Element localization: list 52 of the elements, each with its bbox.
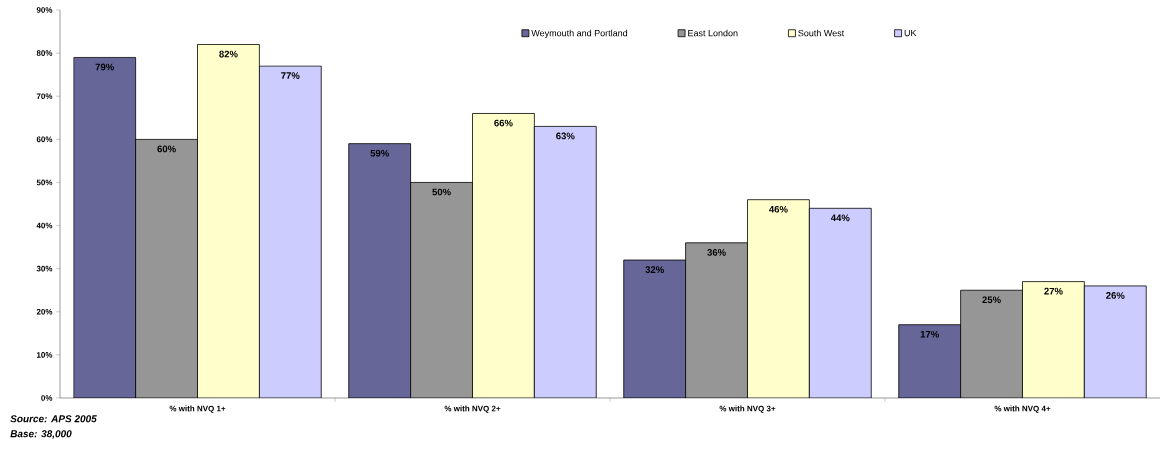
bar xyxy=(348,143,412,398)
legend-label: South West xyxy=(798,29,845,37)
legend-label: Weymouth and Portland xyxy=(531,29,628,39)
bar xyxy=(685,242,748,398)
x-tick-label: % with NVQ 4+ xyxy=(994,405,1051,413)
y-tick-label: 10% xyxy=(36,352,53,358)
bar xyxy=(258,65,322,398)
data-label: 82% xyxy=(219,50,238,58)
bar xyxy=(135,138,198,398)
bar xyxy=(747,199,810,398)
bar xyxy=(1022,281,1085,398)
data-label: 36% xyxy=(707,249,726,256)
y-tick-label: 0% xyxy=(41,395,53,401)
data-label: 27% xyxy=(1044,287,1063,295)
data-label: 32% xyxy=(645,266,664,273)
data-label: 77% xyxy=(281,72,300,79)
y-tick-label: 60% xyxy=(36,136,53,143)
bar xyxy=(73,57,137,398)
legend-label: East London xyxy=(688,29,738,37)
source-note: Source: APS 2005 xyxy=(10,415,97,423)
data-label: 66% xyxy=(494,119,513,127)
bar xyxy=(472,113,535,398)
data-label: 25% xyxy=(982,296,1001,304)
y-tick-label: 30% xyxy=(36,265,53,272)
legend-label: UK xyxy=(904,29,917,37)
data-label: 79% xyxy=(95,63,114,71)
x-tick-label: % with NVQ 3+ xyxy=(719,405,776,413)
data-label: 46% xyxy=(769,205,788,213)
data-label: 63% xyxy=(556,132,575,140)
bar xyxy=(623,259,687,398)
bar xyxy=(898,324,962,398)
y-tick-label: 80% xyxy=(36,50,53,56)
y-tick-label: 70% xyxy=(36,93,53,100)
bar xyxy=(960,289,1023,398)
bar xyxy=(1083,285,1147,398)
y-tick-label: 90% xyxy=(36,7,53,13)
y-tick-label: 40% xyxy=(36,222,53,229)
y-tick-label: 50% xyxy=(36,179,53,186)
bar xyxy=(533,126,597,398)
bar xyxy=(808,207,872,398)
data-label: 17% xyxy=(920,330,939,338)
data-label: 60% xyxy=(157,145,176,153)
data-label: 50% xyxy=(432,188,451,196)
bar xyxy=(410,182,473,398)
data-label: 59% xyxy=(370,149,389,157)
data-label: 44% xyxy=(830,214,850,222)
y-tick-label: 20% xyxy=(36,308,53,315)
x-tick-label: % with NVQ 2+ xyxy=(444,405,501,413)
x-tick-label: % with NVQ 1+ xyxy=(169,405,226,413)
data-label: 26% xyxy=(1106,292,1125,299)
bar xyxy=(197,44,260,398)
text: Base: 38,000 xyxy=(10,430,72,439)
